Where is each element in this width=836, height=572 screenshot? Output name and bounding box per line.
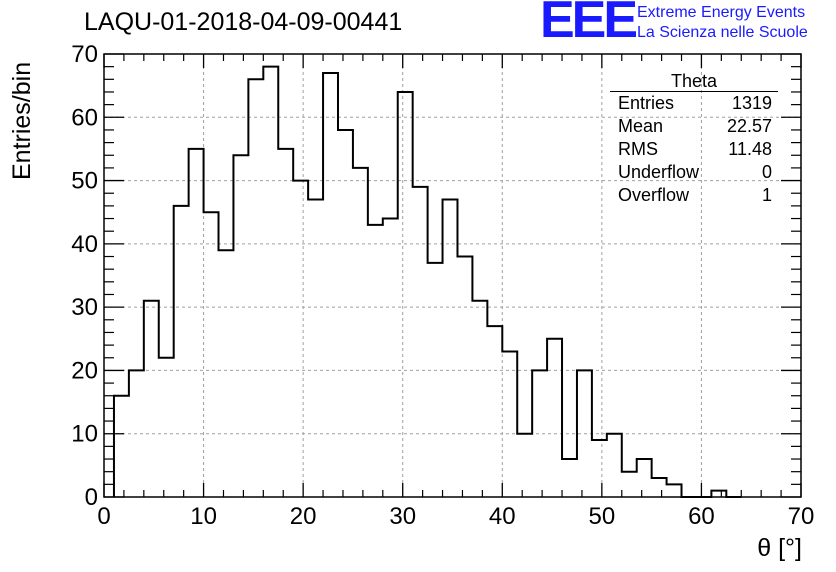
x-axis-label: θ [°]: [757, 534, 802, 562]
stats-label: Entries: [618, 93, 675, 113]
stats-value: 22.57: [726, 116, 772, 136]
stats-value: 1319: [731, 93, 772, 113]
stats-row-entries: Entries 1319: [610, 92, 778, 115]
grid-lines: [104, 54, 801, 497]
stats-title: Theta: [610, 71, 778, 92]
y-tick-label: 10: [71, 421, 98, 448]
logo-line-2: La Scienza nelle Scuole: [637, 24, 808, 41]
stats-box: Theta Entries 1319 Mean 22.57 RMS 11.48 …: [610, 71, 778, 207]
stats-row-mean: Mean 22.57: [610, 115, 778, 138]
x-tick-label: 10: [190, 503, 217, 530]
y-tick-label: 30: [71, 294, 98, 321]
stats-label: Overflow: [618, 185, 690, 205]
stats-label: RMS: [618, 139, 658, 159]
stats-row-overflow: Overflow 1: [610, 184, 778, 207]
stats-label: Underflow: [618, 162, 700, 182]
y-tick-label: 40: [71, 231, 98, 258]
y-tick-label: 20: [71, 357, 98, 384]
x-tick-label: 50: [589, 503, 616, 530]
eee-logo: EEE: [540, 0, 638, 49]
x-tick-label: 70: [788, 503, 815, 530]
stats-row-underflow: Underflow 0: [610, 161, 778, 184]
x-tick-label: 60: [688, 503, 715, 530]
axis-ticks: [103, 53, 802, 498]
x-tick-label: 40: [489, 503, 516, 530]
x-tick-label: 30: [389, 503, 416, 530]
stats-value: 1: [761, 185, 772, 205]
stats-label: Mean: [618, 116, 664, 136]
y-axis-label: Entries/bin: [8, 61, 36, 180]
plot-frame: [103, 53, 802, 498]
stats-row-rms: RMS 11.48: [610, 138, 778, 161]
histogram-outline: [112, 65, 742, 498]
stats-value: 11.48: [728, 139, 772, 159]
y-tick-label: 60: [71, 104, 98, 131]
logo-line-1: Extreme Energy Events: [637, 4, 806, 21]
x-tick-label: 0: [97, 503, 110, 530]
y-tick-label: 0: [85, 484, 98, 511]
run-title: LAQU-01-2018-04-09-00441: [84, 8, 403, 36]
x-tick-label: 20: [290, 503, 317, 530]
stats-value: 0: [761, 162, 772, 182]
y-tick-label: 70: [71, 41, 98, 68]
y-tick-label: 50: [71, 168, 98, 195]
